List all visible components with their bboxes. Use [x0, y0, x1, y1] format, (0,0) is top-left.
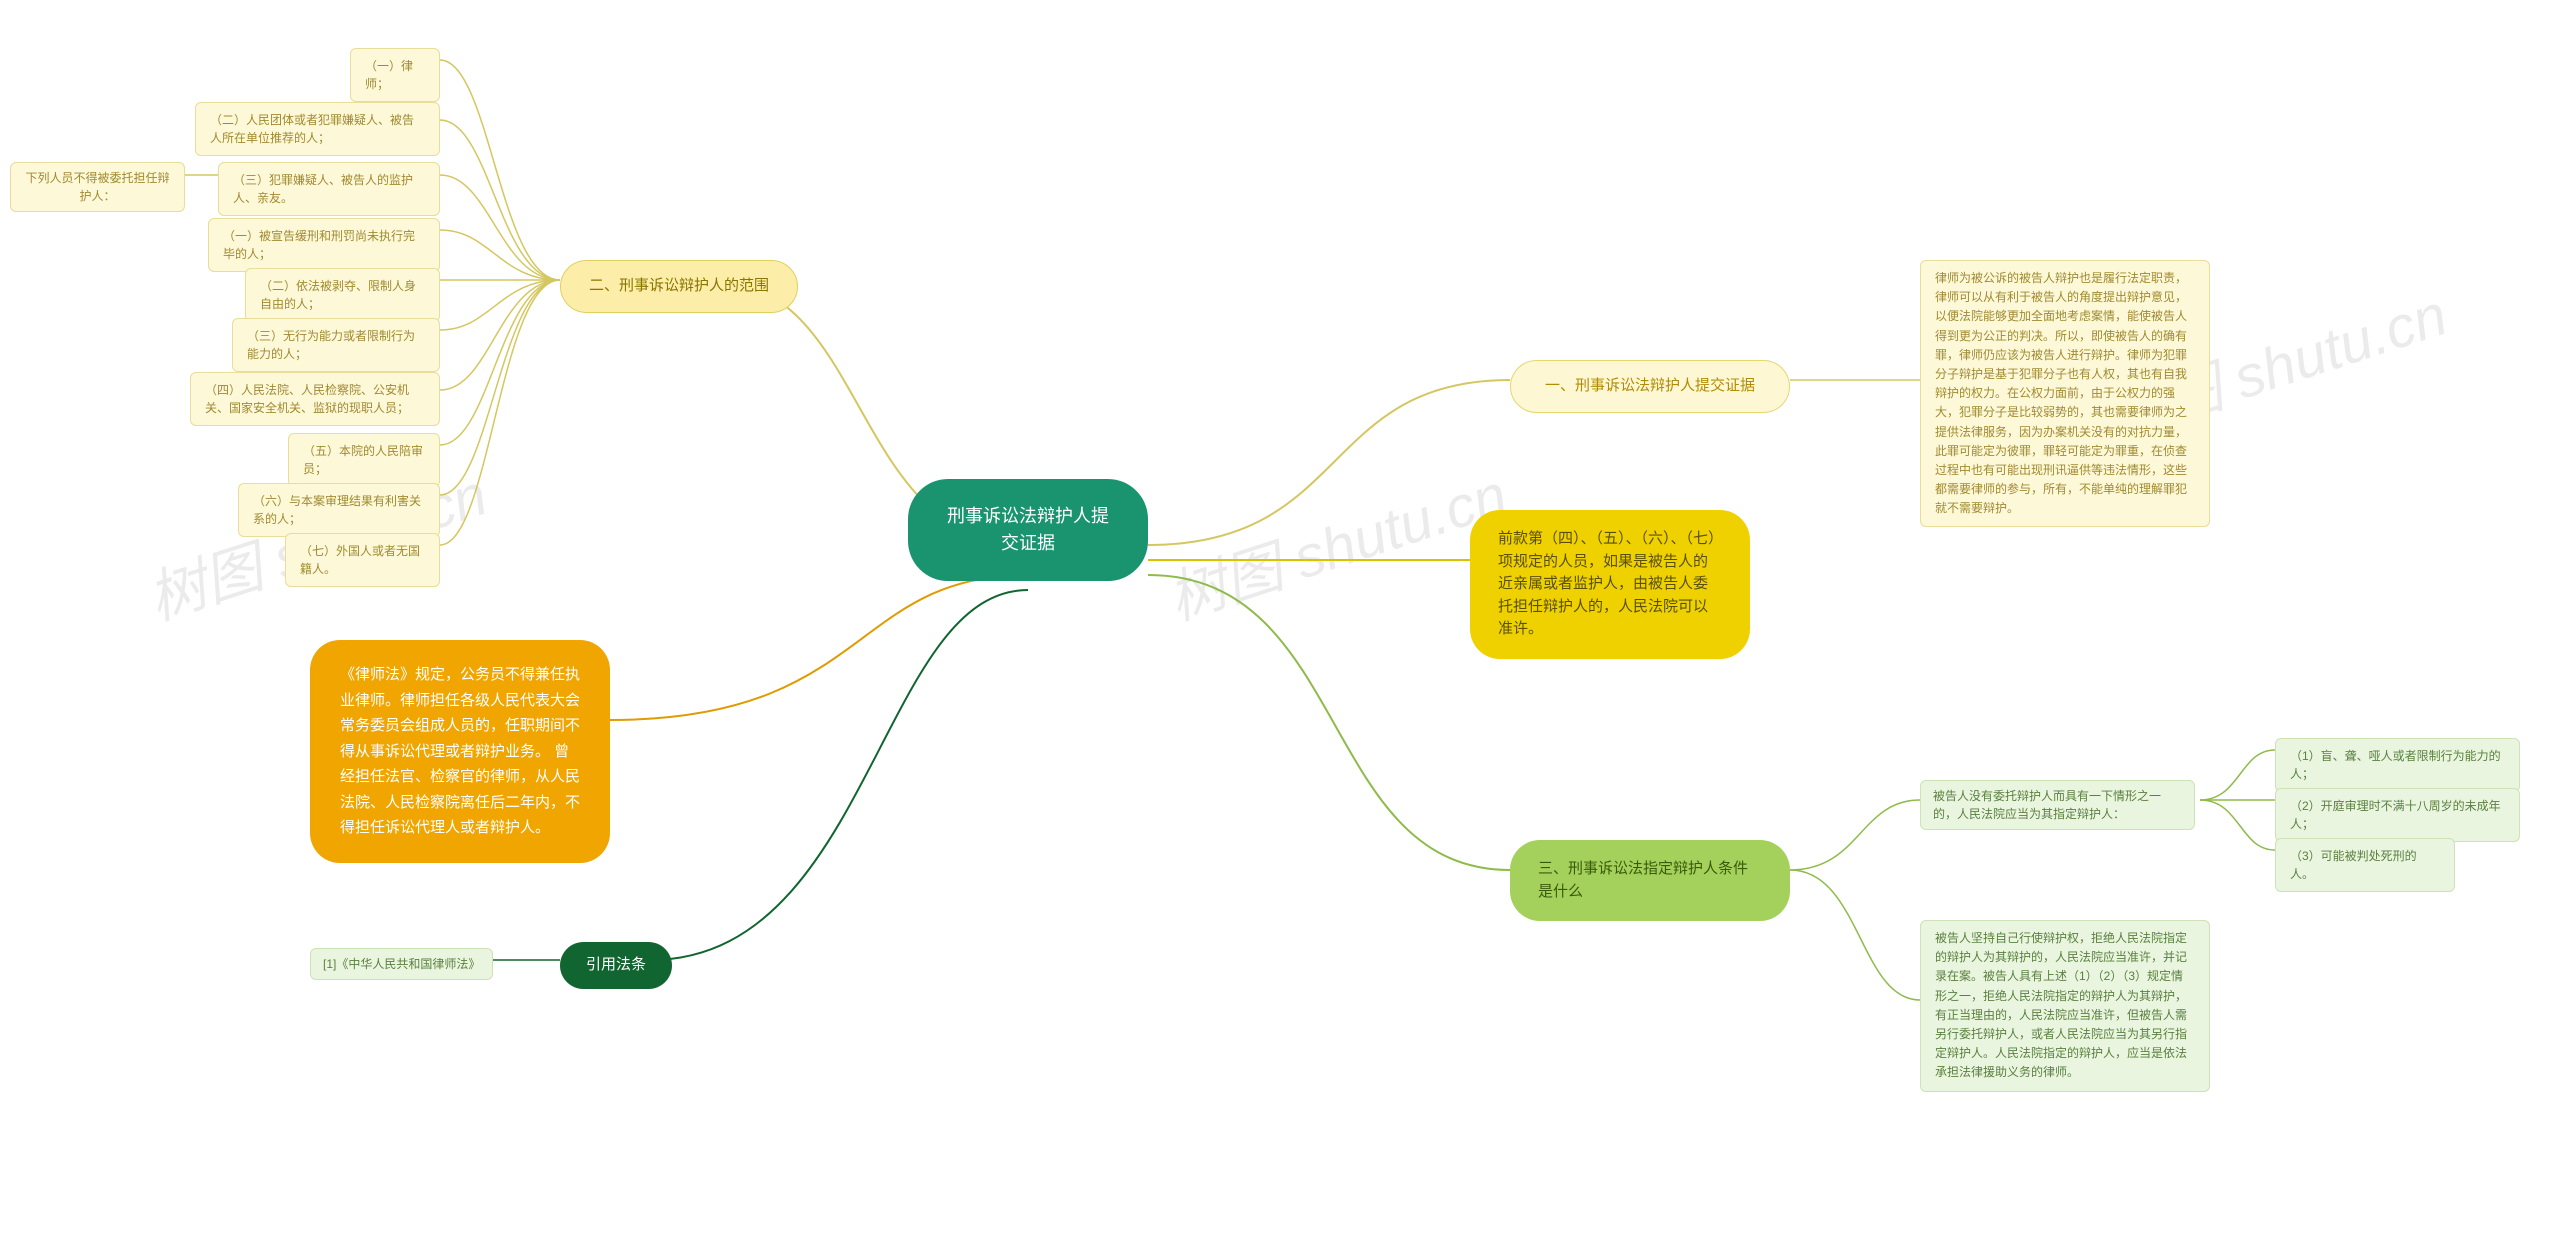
branch-5: 三、刑事诉讼法指定辩护人条件是什么 — [1510, 840, 1790, 921]
branch-4: 《律师法》规定，公务员不得兼任执业律师。律师担任各级人民代表大会常务委员会组成人… — [310, 640, 610, 863]
branch-2-item-6: （三）无行为能力或者限制行为能力的人； — [232, 318, 440, 372]
branch-1: 一、刑事诉讼法辩护人提交证据 — [1510, 360, 1790, 413]
branch-1-leaf: 律师为被公诉的被告人辩护也是履行法定职责，律师可以从有利于被告人的角度提出辩护意… — [1920, 260, 2210, 527]
branch-5-group-label: 被告人没有委托辩护人而具有一下情形之一的，人民法院应当为其指定辩护人： — [1920, 780, 2195, 830]
branch-5-item-3: （3）可能被判处死刑的人。 — [2275, 838, 2455, 892]
branch-3: 前款第（四）、（五）、（六）、（七）项规定的人员，如果是被告人的近亲属或者监护人… — [1470, 510, 1750, 659]
branch-6-leaf: [1]《中华人民共和国律师法》 — [310, 948, 493, 980]
branch-2: 二、刑事诉讼辩护人的范围 — [560, 260, 798, 313]
branch-2-item-1: （一）律师； — [350, 48, 440, 102]
branch-2-item-9: （六）与本案审理结果有利害关系的人； — [238, 483, 440, 537]
branch-6: 引用法条 — [560, 942, 672, 989]
branch-5-item-2: （2）开庭审理时不满十八周岁的未成年人； — [2275, 788, 2520, 842]
branch-2-item-3: （三）犯罪嫌疑人、被告人的监护人、亲友。 — [218, 162, 440, 216]
branch-2-item-4: （一）被宣告缓刑和刑罚尚未执行完毕的人； — [208, 218, 440, 272]
branch-5-item-1: （1）盲、聋、哑人或者限制行为能力的人； — [2275, 738, 2520, 792]
branch-2-item-2: （二）人民团体或者犯罪嫌疑人、被告人所在单位推荐的人； — [195, 102, 440, 156]
branch-2-item-5: （二）依法被剥夺、限制人身自由的人； — [245, 268, 440, 322]
branch-2-sublabel: 下列人员不得被委托担任辩护人： — [10, 162, 185, 212]
branch-2-item-8: （五）本院的人民陪审员； — [288, 433, 440, 487]
branch-5-long: 被告人坚持自己行使辩护权，拒绝人民法院指定的辩护人为其辩护的，人民法院应当准许，… — [1920, 920, 2210, 1092]
center-node: 刑事诉讼法辩护人提交证据 — [908, 479, 1148, 581]
branch-2-item-10: （七）外国人或者无国籍人。 — [285, 533, 440, 587]
branch-2-item-7: （四）人民法院、人民检察院、公安机关、国家安全机关、监狱的现职人员； — [190, 372, 440, 426]
watermark: 树图 shutu.cn — [1156, 448, 1516, 636]
